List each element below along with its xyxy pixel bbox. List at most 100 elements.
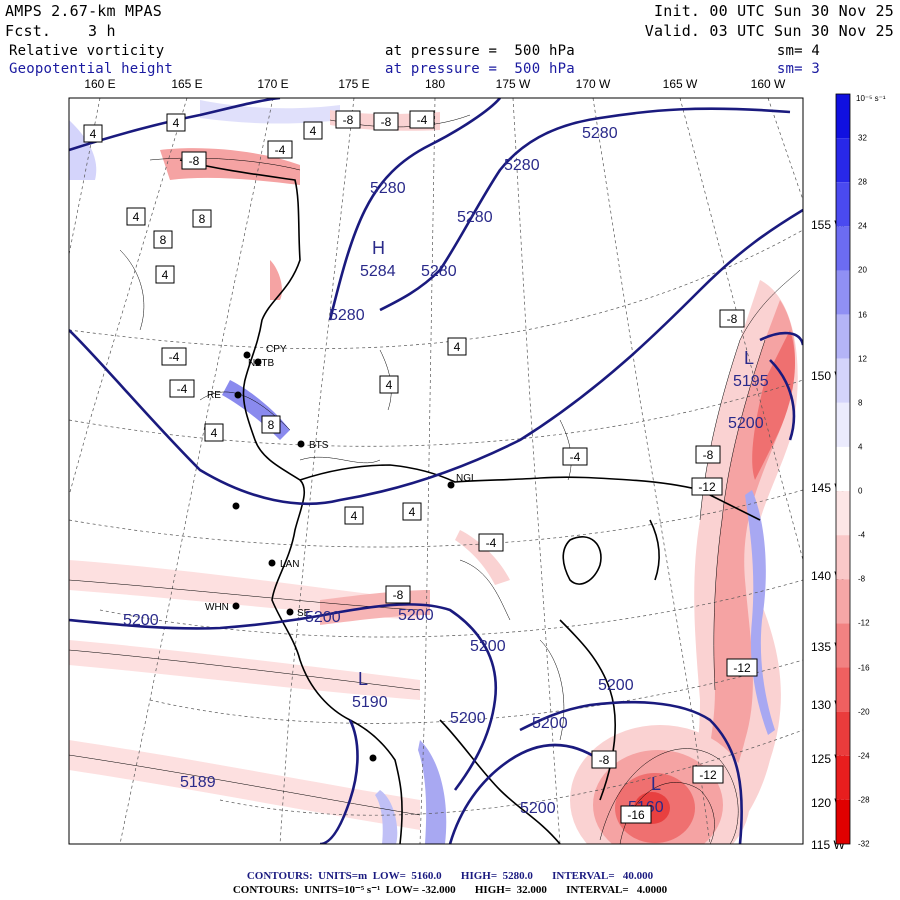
station-marker (297, 440, 305, 448)
vorticity-label: 4 (386, 378, 393, 392)
vorticity-label-box (303, 121, 323, 140)
vorticity-label: 4 (211, 426, 218, 440)
vorticity-label: -8 (727, 312, 738, 326)
vorticity-contour-info: CONTOURS: UNITS=10⁻⁵ s⁻¹ LOW= -32.000 HI… (232, 884, 668, 896)
colorbar (836, 94, 850, 844)
height-label: 5189 (180, 774, 216, 791)
height-contour-info: CONTOURS: UNITS=m LOW= 5160.0 HIGH= 5280… (246, 870, 654, 882)
vorticity-label: 4 (409, 505, 416, 519)
low-center-label: L (744, 348, 754, 368)
vorticity-label-box (691, 477, 723, 496)
vorticity-label: -16 (627, 808, 645, 822)
vorticity-label-box (385, 585, 411, 604)
station-marker (254, 358, 262, 366)
vorticity-label-box (153, 230, 173, 249)
height-label: 5195 (733, 373, 769, 390)
vorticity-label: 8 (268, 418, 275, 432)
vorticity-label: -8 (381, 115, 392, 129)
longitude-label: 170 W (575, 77, 611, 91)
vorticity-label-box (726, 658, 758, 677)
vorticity-label-box (402, 502, 422, 521)
colorbar-tick-label: 4 (858, 442, 863, 452)
height-label: 5284 (360, 263, 396, 280)
colorbar-tick-label: 24 (858, 221, 867, 231)
colorbar-tick-label: 16 (858, 310, 867, 320)
init-time: Init. 00 UTC Sun 30 Nov 25 (654, 2, 894, 20)
colorbar-segment (836, 446, 850, 492)
colorbar-segment (836, 314, 850, 359)
model-name: AMPS 2.67-km MPAS (5, 2, 162, 20)
vorticity-label: 4 (310, 124, 317, 138)
height-label: 5280 (421, 263, 457, 280)
vorticity-label-box (379, 375, 399, 394)
field1-level: at pressure = 500 hPa (385, 43, 575, 59)
station-label: BTS (309, 440, 329, 451)
height-label: 5200 (123, 612, 159, 629)
vorticity-label: -8 (703, 448, 714, 462)
colorbar-tick-label: 8 (858, 398, 863, 408)
vorticity-label-box (344, 506, 364, 525)
station-marker (243, 351, 251, 359)
vorticity-label-box (261, 415, 281, 434)
low-center-label: L (651, 774, 661, 794)
height-label: 5200 (398, 607, 434, 624)
vorticity-label-box (161, 347, 187, 366)
low-center-label: L (358, 669, 368, 689)
height-label: 5280 (582, 125, 618, 142)
vorticity-label: 4 (90, 127, 97, 141)
height-label: 5200 (450, 710, 486, 727)
vorticity-label: -4 (570, 450, 581, 464)
vorticity-label: 4 (133, 210, 140, 224)
vorticity-label: -8 (343, 113, 354, 127)
longitude-label: 170 E (257, 77, 289, 91)
valid-time: Valid. 03 UTC Sun 30 Nov 25 (644, 22, 894, 40)
colorbar-tick-label: -16 (858, 663, 870, 673)
longitude-label: 175 W (495, 77, 531, 91)
vorticity-label: 8 (199, 212, 206, 226)
colorbar-tick-label: -8 (858, 574, 866, 584)
forecast-label: Fcst. (5, 22, 52, 40)
station-label: NGL (456, 473, 477, 484)
height-label: 5280 (370, 180, 406, 197)
station-label: SE (297, 608, 311, 619)
vorticity-label-box (166, 113, 186, 132)
colorbar-segment (836, 711, 850, 756)
vorticity-label: 4 (162, 268, 169, 282)
colorbar-segment (836, 579, 850, 624)
vorticity-label: -12 (699, 768, 717, 782)
height-label: 5280 (504, 157, 540, 174)
colorbar-segment (836, 226, 850, 271)
colorbar-segment (836, 270, 850, 315)
high-center-label: H (372, 238, 385, 258)
colorbar-tick-label: 28 (858, 177, 867, 187)
vorticity-label: 4 (351, 509, 358, 523)
station-label: LAN (280, 559, 299, 570)
vorticity-label: -4 (169, 350, 180, 364)
field1-name: Relative vorticity (9, 43, 165, 59)
station-marker (286, 608, 294, 616)
map-border (68, 97, 804, 845)
station-label: RE (207, 390, 221, 401)
longitude-label: 160 E (84, 77, 116, 91)
vorticity-label-box (126, 207, 146, 226)
field2-level: at pressure = 500 hPa (385, 61, 575, 77)
vorticity-label-box (181, 151, 207, 170)
colorbar-segment (836, 755, 850, 800)
vorticity-label: -4 (275, 143, 286, 157)
colorbar-segment (836, 358, 850, 403)
vorticity-label-box (155, 265, 175, 284)
forecast-hour: 3 h (88, 22, 116, 40)
height-label: 5200 (520, 800, 556, 817)
vorticity-label-box (478, 533, 504, 552)
vorticity-label: -8 (393, 588, 404, 602)
colorbar-tick-label: 32 (858, 133, 867, 143)
colorbar-segment (836, 402, 850, 447)
height-label: 5200 (728, 415, 764, 432)
height-label: 5200 (532, 715, 568, 732)
station-label: WHN (205, 602, 229, 613)
height-label: 5200 (598, 677, 634, 694)
longitude-label: 175 E (338, 77, 370, 91)
graticule (69, 98, 803, 844)
colorbar-segment (836, 182, 850, 227)
colorbar-segment (836, 799, 850, 844)
